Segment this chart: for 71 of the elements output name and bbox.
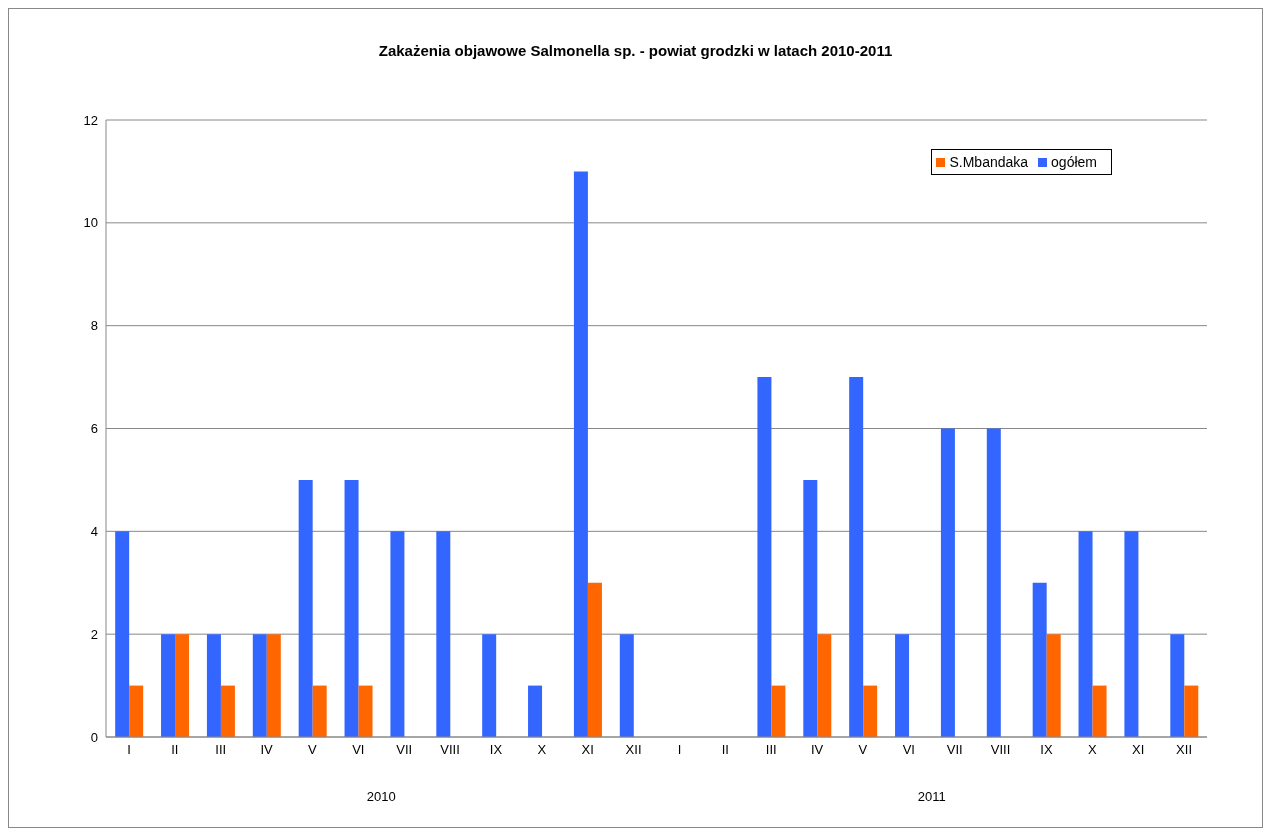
x-tick-label: XI xyxy=(1132,742,1145,758)
bar xyxy=(771,685,786,737)
bar xyxy=(266,634,281,737)
x-tick-label: X xyxy=(537,742,547,758)
bar xyxy=(344,479,359,737)
text: 2011 xyxy=(916,789,947,804)
bar xyxy=(1092,685,1107,737)
legend-label: S.Mbandaka xyxy=(949,154,1029,170)
bar xyxy=(803,479,818,737)
x-tick-label: VI xyxy=(352,742,365,758)
x-tick-label: IX xyxy=(1040,742,1053,758)
bar xyxy=(940,428,955,737)
x-tick-label: IX xyxy=(489,742,503,758)
bar xyxy=(358,685,373,737)
bar xyxy=(1184,685,1199,737)
bar xyxy=(161,634,176,737)
x-tick-label: V xyxy=(858,742,868,758)
bar xyxy=(849,377,864,737)
y-tick-label: 12 xyxy=(83,112,98,128)
bar xyxy=(986,428,1001,737)
x-tick-label: IV xyxy=(810,742,824,758)
x-tick-label: X xyxy=(1087,742,1097,758)
bar xyxy=(863,685,878,737)
x-tick-label: VI xyxy=(902,742,915,758)
bar xyxy=(528,685,543,737)
x-tick-label: IV xyxy=(260,742,274,758)
bar xyxy=(619,634,634,737)
x-tick-label: III xyxy=(215,742,227,758)
chart-title: Zakażenia objawowe Salmonella sp. - powiat grodzki w latach 2010-2011 xyxy=(377,42,894,59)
bar xyxy=(206,634,221,737)
x-tick-label: VII xyxy=(396,742,413,758)
legend-label: ogółem xyxy=(1051,154,1097,170)
y-tick-label: 10 xyxy=(83,215,98,231)
bar xyxy=(298,479,313,737)
x-tick-label: VIII xyxy=(440,742,460,758)
x-tick-label: VII xyxy=(946,742,963,758)
bar xyxy=(573,171,588,737)
bar xyxy=(115,531,130,737)
y-tick-label: 2 xyxy=(90,626,98,642)
x-tick-label: I xyxy=(127,742,131,758)
y-tick-label: 6 xyxy=(90,421,98,437)
bar xyxy=(587,582,602,737)
bar xyxy=(482,634,497,737)
bar xyxy=(175,634,190,737)
bar xyxy=(1046,634,1061,737)
x-tick-label: III xyxy=(765,742,777,758)
x-tick-label: VIII xyxy=(990,742,1011,758)
y-tick-label: 0 xyxy=(90,729,98,745)
bar xyxy=(1170,634,1185,737)
bar xyxy=(817,634,832,737)
bar xyxy=(1124,531,1139,737)
bar xyxy=(1078,531,1093,737)
x-tick-label: II xyxy=(171,742,179,758)
x-tick-label: II xyxy=(721,742,729,758)
bar xyxy=(757,377,772,737)
x-tick-label: V xyxy=(308,742,318,758)
bar xyxy=(895,634,910,737)
bar xyxy=(1032,582,1047,737)
bar xyxy=(220,685,235,737)
y-tick-label: 4 xyxy=(90,523,98,539)
x-tick-label: XII xyxy=(1176,742,1193,758)
bar xyxy=(312,685,327,737)
bar xyxy=(390,531,405,737)
y-tick-label: 8 xyxy=(90,318,98,334)
bar xyxy=(436,531,451,737)
bar xyxy=(129,685,144,737)
text: 2010 xyxy=(365,789,397,804)
bar xyxy=(252,634,267,737)
x-tick-label: XII xyxy=(625,742,642,758)
x-tick-label: I xyxy=(677,742,682,758)
x-tick-label: XI xyxy=(581,742,594,758)
